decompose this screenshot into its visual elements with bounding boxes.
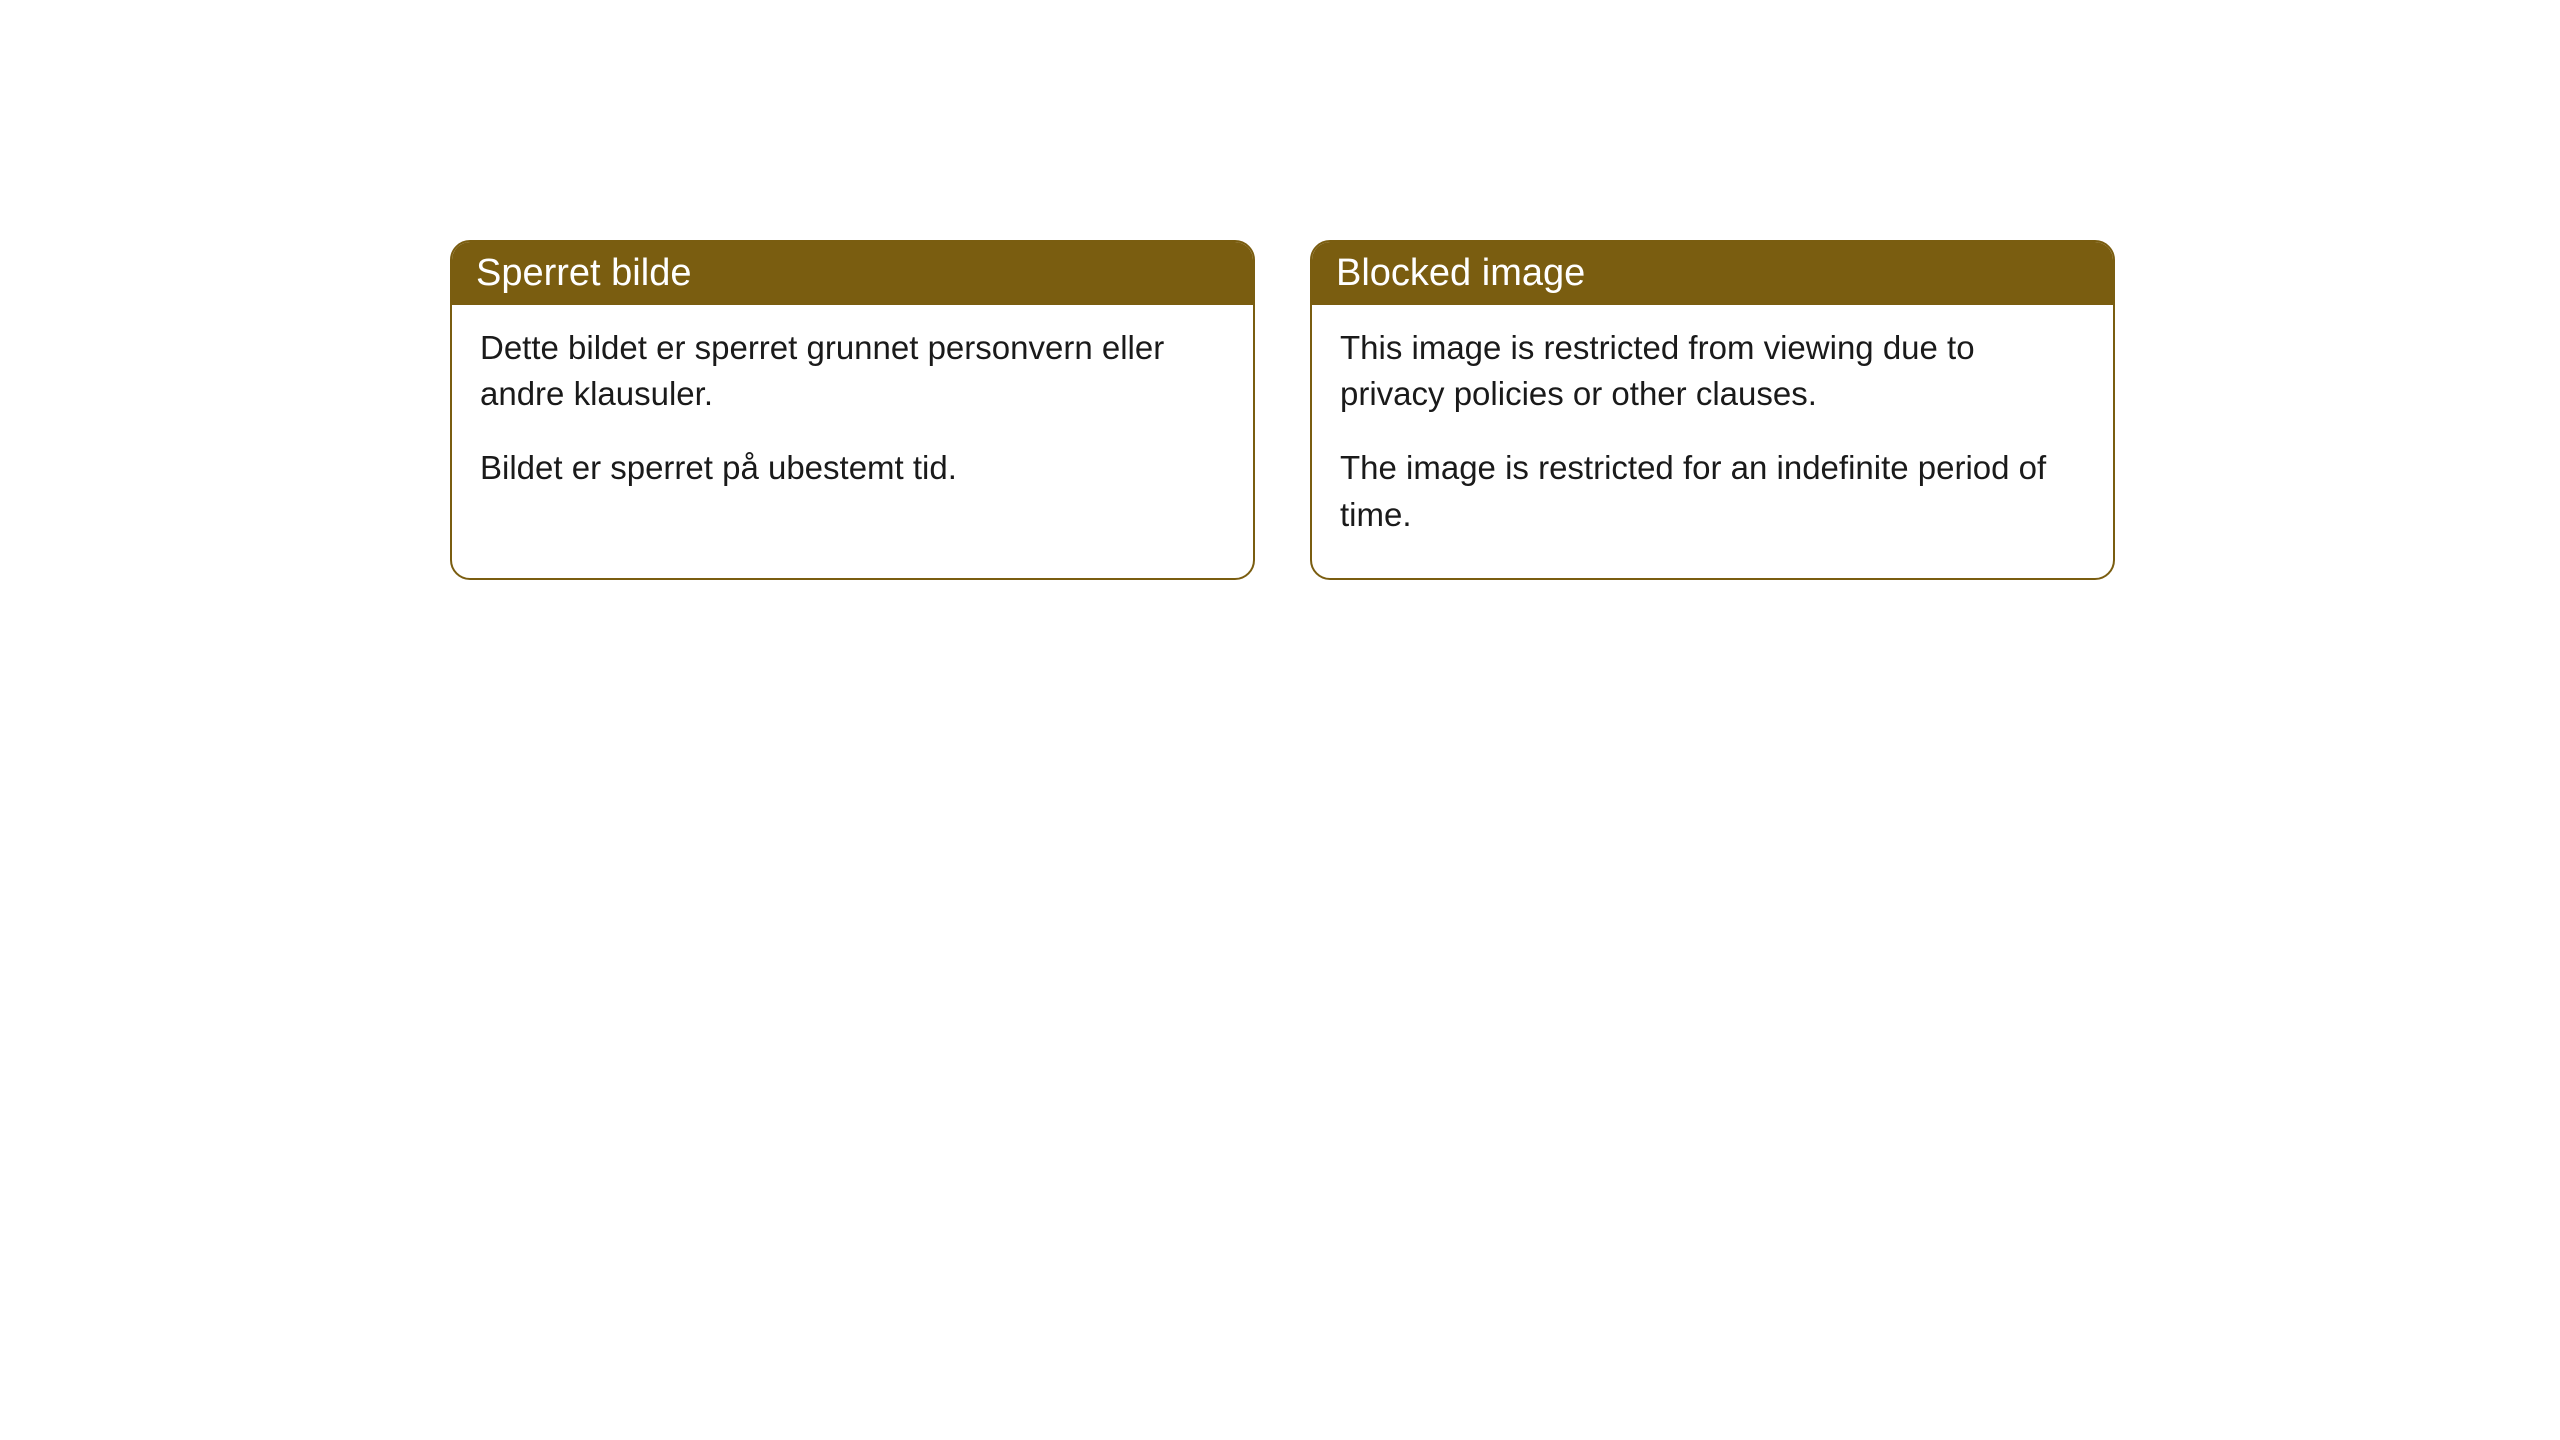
card-title: Sperret bilde — [476, 252, 691, 294]
card-header: Blocked image — [1312, 242, 2113, 305]
card-body: Dette bildet er sperret grunnet personve… — [452, 305, 1253, 532]
card-title: Blocked image — [1336, 252, 1585, 294]
notice-cards-container: Sperret bilde Dette bildet er sperret gr… — [0, 0, 2560, 580]
card-header: Sperret bilde — [452, 242, 1253, 305]
card-paragraph: Dette bildet er sperret grunnet personve… — [480, 325, 1225, 417]
card-paragraph: This image is restricted from viewing du… — [1340, 325, 2085, 417]
card-body: This image is restricted from viewing du… — [1312, 305, 2113, 578]
notice-card-english: Blocked image This image is restricted f… — [1310, 240, 2115, 580]
card-paragraph: The image is restricted for an indefinit… — [1340, 445, 2085, 537]
card-paragraph: Bildet er sperret på ubestemt tid. — [480, 445, 1225, 491]
notice-card-norwegian: Sperret bilde Dette bildet er sperret gr… — [450, 240, 1255, 580]
